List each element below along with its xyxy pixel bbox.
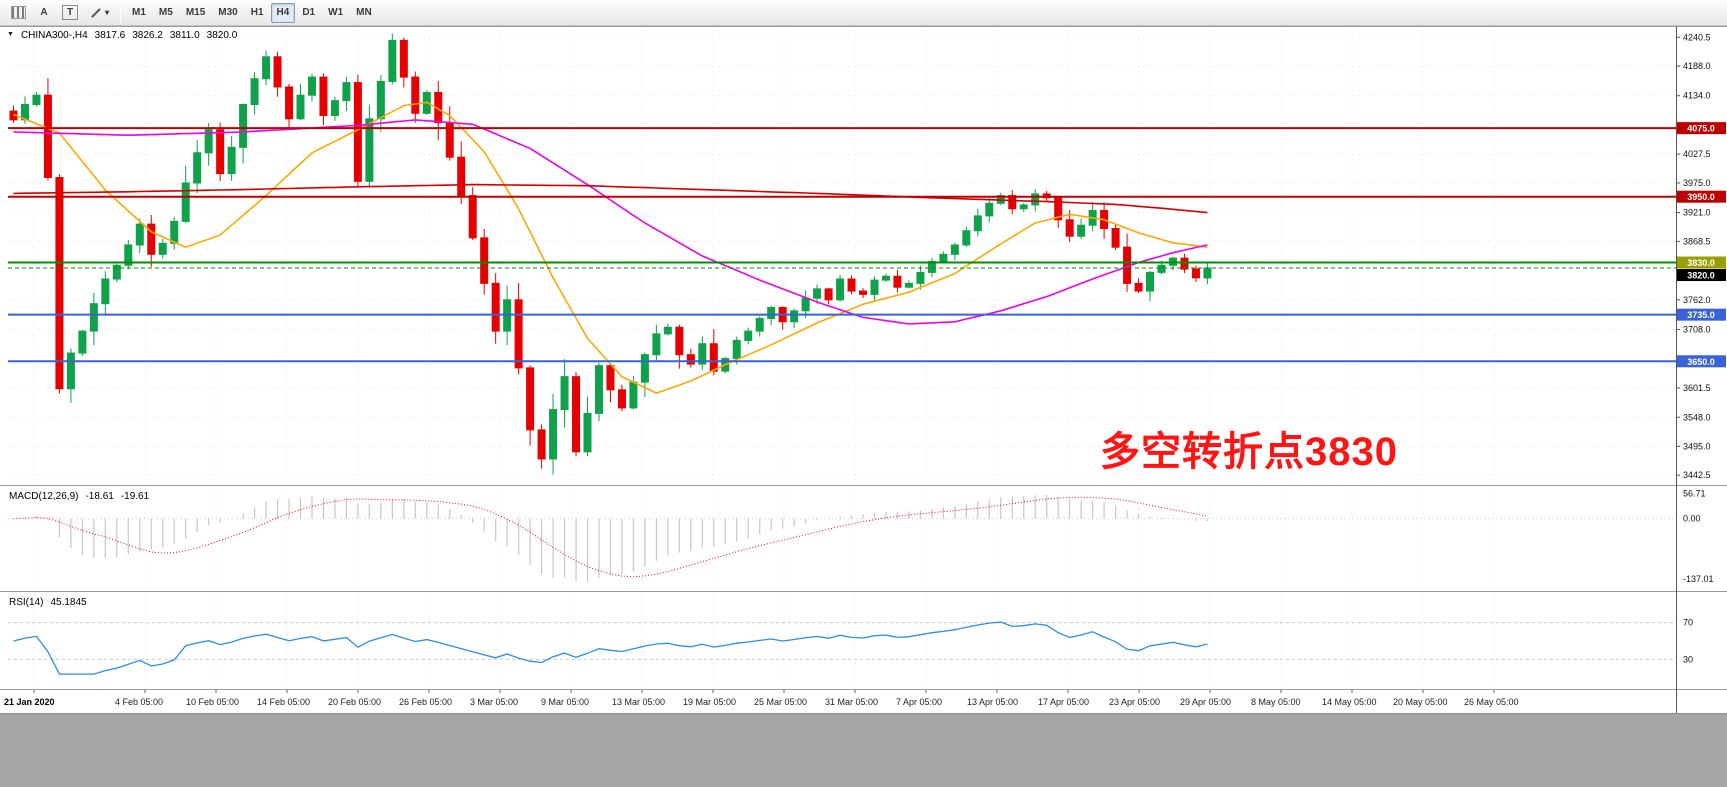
price-tick-label: 3868.5 bbox=[1683, 236, 1711, 246]
text-tool-button[interactable]: T bbox=[56, 3, 84, 23]
rsi-line bbox=[13, 621, 1208, 675]
price-badge-4075-text: 4075.0 bbox=[1687, 124, 1715, 134]
chevron-down-icon: ▾ bbox=[105, 8, 110, 17]
time-axis-label: 13 Apr 05:00 bbox=[967, 697, 1018, 707]
time-axis-label: 9 Mar 05:00 bbox=[541, 697, 589, 707]
rsi-axis-label: 30 bbox=[1683, 654, 1693, 664]
workspace-background bbox=[0, 713, 1727, 787]
ohlc-close: 3820.0 bbox=[206, 30, 238, 41]
chart-header: ▼ CHINA300-,H4 3817.6 3826.2 3811.0 3820… bbox=[7, 30, 237, 41]
price-tick-label: 3495.0 bbox=[1683, 441, 1711, 451]
price-tick-label: 4027.5 bbox=[1683, 149, 1711, 159]
bid-price-badge[interactable] bbox=[1677, 269, 1726, 282]
time-axis-label: 20 Feb 05:00 bbox=[328, 697, 381, 707]
time-axis-label: 10 Feb 05:00 bbox=[186, 697, 239, 707]
price-tick-label: 3975.0 bbox=[1683, 178, 1711, 188]
draw-tools-dropdown[interactable]: ▾ bbox=[84, 3, 115, 23]
chart-annotation: 多空转折点3830 bbox=[1100, 430, 1398, 474]
macd-value-main: -18.61 bbox=[85, 491, 114, 502]
price-badge-3735-text: 3735.0 bbox=[1687, 310, 1715, 320]
time-axis-label: 23 Apr 05:00 bbox=[1109, 697, 1160, 707]
bid-price-badge-text: 3820.0 bbox=[1687, 271, 1715, 281]
price-badge-3650[interactable] bbox=[1677, 355, 1726, 368]
price-badge-3950[interactable] bbox=[1677, 190, 1726, 203]
time-axis-label: 8 May 05:00 bbox=[1251, 697, 1301, 707]
timeframe-button-m15[interactable]: M15 bbox=[185, 7, 206, 18]
candles bbox=[9, 33, 1212, 475]
macd-header: MACD(12,26,9) -18.61 -19.61 bbox=[9, 491, 149, 502]
time-axis-label: 17 Apr 05:00 bbox=[1038, 697, 1089, 707]
text-tool-icon: T bbox=[62, 5, 78, 20]
top-toolbar: A T ▾ M1 M5 M15 M30 H1 H4 D1 W1 MN bbox=[0, 0, 1727, 26]
timeframe-button-d1[interactable]: D1 bbox=[302, 7, 316, 18]
price-badge-3830[interactable] bbox=[1677, 256, 1726, 269]
timeframe-button-m5[interactable]: M5 bbox=[158, 7, 173, 18]
price-tick-label: 3442.5 bbox=[1683, 470, 1711, 480]
time-axis-label: 19 Mar 05:00 bbox=[683, 697, 736, 707]
macd-axis-label: -137.01 bbox=[1683, 574, 1714, 584]
timeframe-button-h1[interactable]: H1 bbox=[250, 7, 264, 18]
timeframe-button-h4[interactable]: H4 bbox=[270, 2, 296, 23]
rsi-header: RSI(14) 45.1845 bbox=[9, 597, 87, 608]
time-axis-label: 3 Mar 05:00 bbox=[470, 697, 518, 707]
time-axis-label: 7 Apr 05:00 bbox=[896, 697, 942, 707]
macd-axis-label: 56.71 bbox=[1683, 489, 1706, 499]
ma-line-medium bbox=[13, 119, 1208, 325]
rsi-label: RSI(14) bbox=[9, 597, 44, 608]
macd-histogram bbox=[24, 495, 1209, 582]
time-axis-label: 14 Feb 05:00 bbox=[257, 697, 310, 707]
timeframe-button-m30[interactable]: M30 bbox=[218, 7, 238, 18]
price-badge-4075[interactable] bbox=[1677, 122, 1726, 135]
price-tick-label: 3762.0 bbox=[1683, 295, 1711, 305]
toolbar-separator bbox=[120, 3, 122, 22]
time-axis-label: 26 May 05:00 bbox=[1464, 697, 1519, 707]
time-axis-label: 4 Feb 05:00 bbox=[115, 697, 163, 707]
chart-window[interactable]: 4240.5 4188.0 4134.0 4027.5 3975.0 3921.0 3868… bbox=[0, 26, 1727, 713]
time-axis-label: 25 Mar 05:00 bbox=[754, 697, 807, 707]
time-axis-label: 26 Feb 05:00 bbox=[399, 697, 452, 707]
a-label: A bbox=[40, 7, 48, 18]
pencil-icon bbox=[91, 7, 101, 18]
time-axis-label: 13 Mar 05:00 bbox=[612, 697, 665, 707]
price-badge-3650-text: 3650.0 bbox=[1687, 357, 1715, 367]
price-tick-label: 3708.0 bbox=[1683, 324, 1711, 334]
price-tick-label: 3548.0 bbox=[1683, 412, 1711, 422]
ohlc-open: 3817.6 bbox=[94, 30, 126, 41]
timeframe-button-m1[interactable]: M1 bbox=[132, 7, 146, 18]
cursor-a-button[interactable]: A bbox=[32, 3, 56, 23]
time-axis-label: 31 Mar 05:00 bbox=[825, 697, 878, 707]
time-axis-label: 20 May 05:00 bbox=[1393, 697, 1448, 707]
timeframe-group: M1 M5 M15 M30 H1 H4 D1 W1 MN bbox=[126, 2, 378, 23]
rsi-axis-label: 70 bbox=[1683, 618, 1693, 628]
price-tick-label: 4240.5 bbox=[1683, 32, 1711, 42]
time-axis-label: 21 Jan 2020 bbox=[4, 697, 55, 707]
macd-axis-label: 0.00 bbox=[1683, 514, 1701, 524]
price-tick-label: 3601.5 bbox=[1683, 383, 1711, 393]
price-tick-label: 4134.0 bbox=[1683, 91, 1711, 101]
chart-menu-icon[interactable]: ▼ bbox=[7, 31, 14, 38]
price-badge-3735[interactable] bbox=[1677, 308, 1726, 321]
symbol-title: CHINA300-,H4 bbox=[20, 30, 88, 41]
timeframe-button-mn[interactable]: MN bbox=[356, 7, 372, 18]
price-badge-3830-text: 3830.0 bbox=[1687, 258, 1715, 268]
time-axis-label: 14 May 05:00 bbox=[1322, 697, 1377, 707]
ohlc-low: 3811.0 bbox=[169, 30, 200, 41]
ohlc-high: 3826.2 bbox=[132, 30, 163, 41]
price-tick-label: 3921.0 bbox=[1683, 208, 1711, 218]
ma-line-slow bbox=[13, 183, 1208, 214]
grid-icon bbox=[11, 6, 26, 19]
macd-value-signal: -19.61 bbox=[120, 491, 150, 502]
rsi-value: 45.1845 bbox=[50, 597, 87, 608]
time-axis-label: 29 Apr 05:00 bbox=[1180, 697, 1231, 707]
macd-label: MACD(12,26,9) bbox=[9, 491, 79, 502]
price-chart[interactable]: 4240.5 4188.0 4134.0 4027.5 3975.0 3921.0 3868… bbox=[0, 27, 1727, 714]
price-tick-label: 4188.0 bbox=[1683, 61, 1711, 71]
price-badge-3950-text: 3950.0 bbox=[1687, 192, 1715, 202]
ma-line-fast bbox=[13, 101, 1208, 394]
chart-grid-button[interactable] bbox=[5, 3, 32, 23]
timeframe-button-w1[interactable]: W1 bbox=[328, 7, 344, 18]
